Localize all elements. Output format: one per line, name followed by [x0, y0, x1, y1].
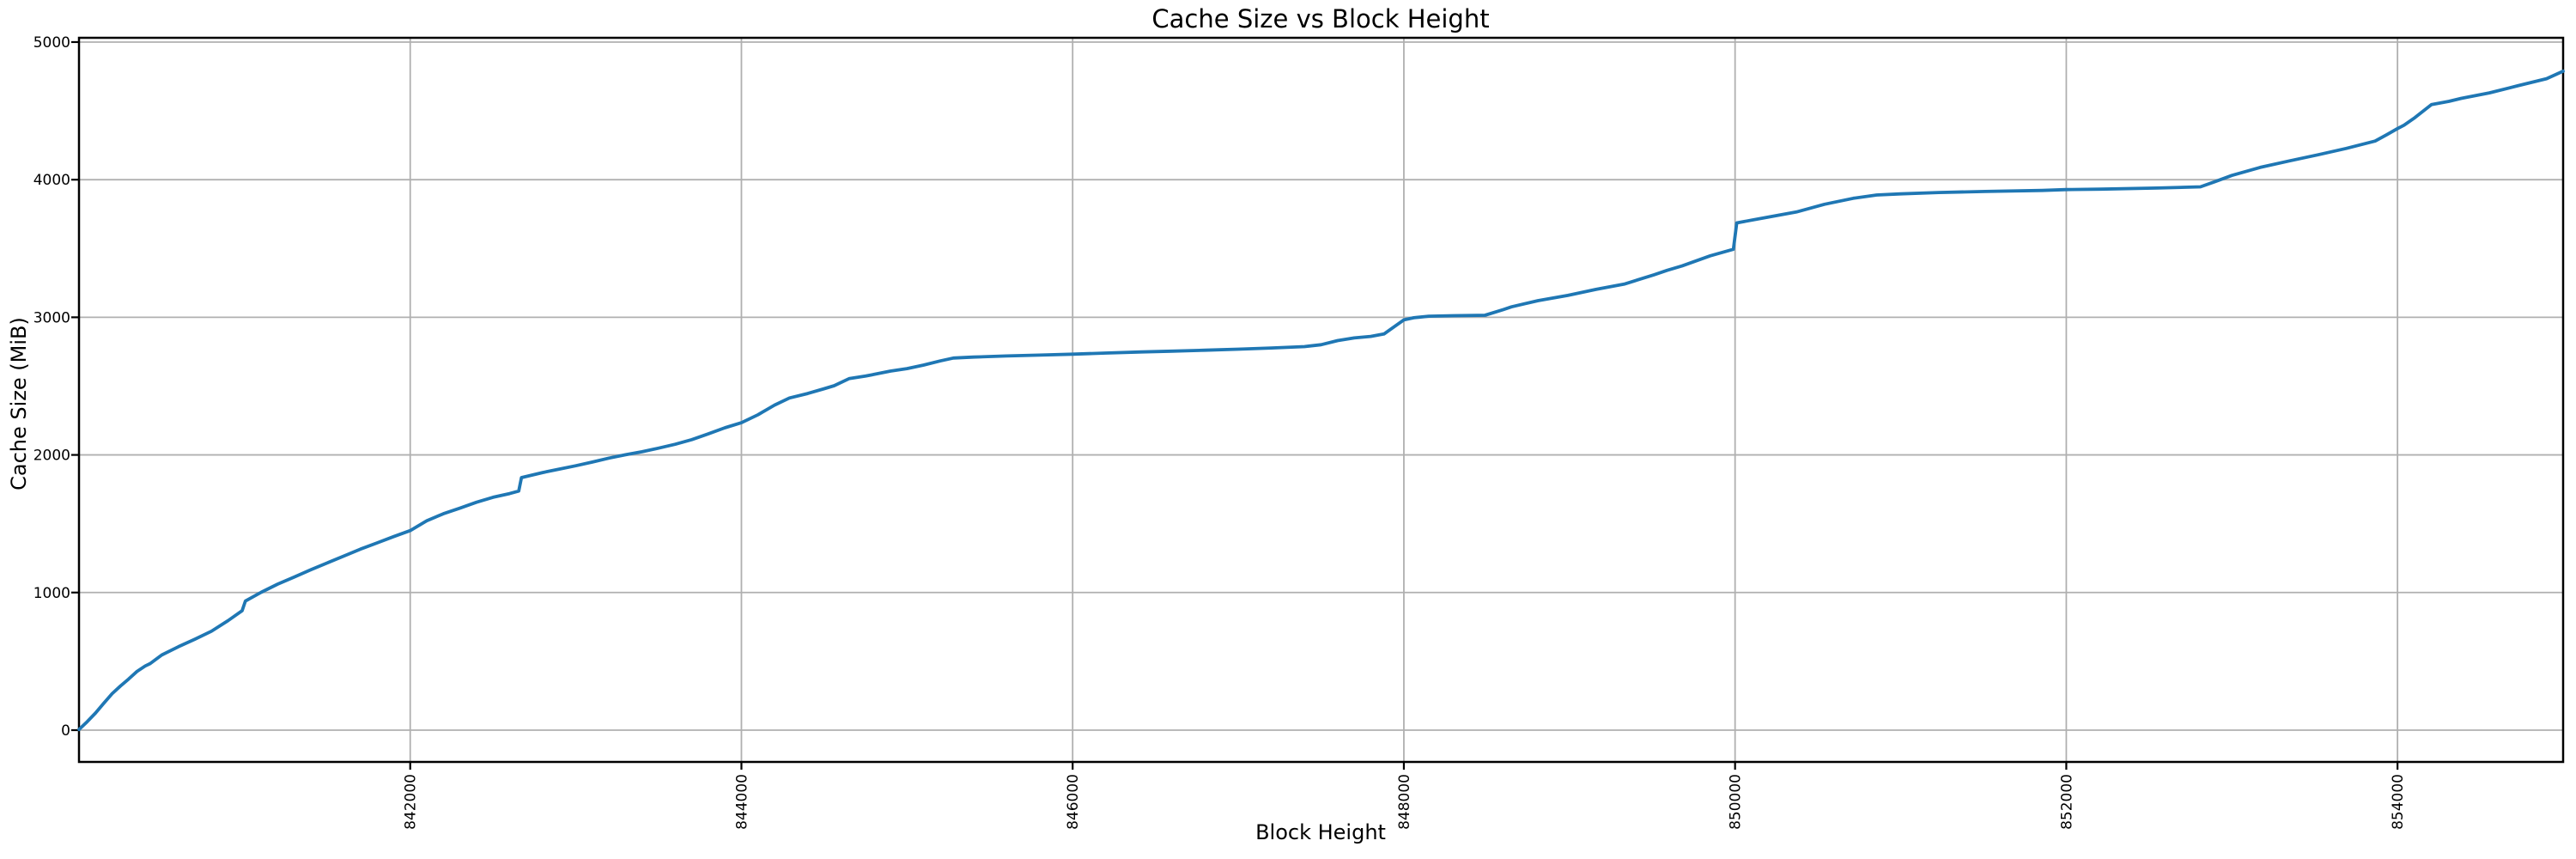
- y-tick-label: 2000: [33, 448, 70, 465]
- axes-spines: [77, 36, 2565, 764]
- x-axis-label: Block Height: [1255, 820, 1386, 844]
- x-tick-label: 846000: [1065, 774, 1082, 830]
- y-tick-label: 0: [61, 722, 70, 740]
- chart-title: Cache Size vs Block Height: [1151, 4, 1490, 34]
- data-line-cache-size: [77, 70, 2565, 732]
- x-tick-label: 842000: [403, 774, 420, 830]
- x-tick-label: 854000: [2390, 774, 2407, 830]
- y-tick-label: 5000: [33, 34, 70, 52]
- x-tick-label: 850000: [1728, 774, 1745, 830]
- x-tick-label: 848000: [1396, 774, 1413, 830]
- y-tick-label: 4000: [33, 172, 70, 189]
- y-tick-label: 3000: [33, 309, 70, 326]
- y-tick-label: 1000: [33, 585, 70, 602]
- x-tick-label: 844000: [733, 774, 750, 830]
- x-tick-label: 852000: [2058, 774, 2075, 830]
- y-axis-label: Cache Size (MiB): [7, 317, 31, 490]
